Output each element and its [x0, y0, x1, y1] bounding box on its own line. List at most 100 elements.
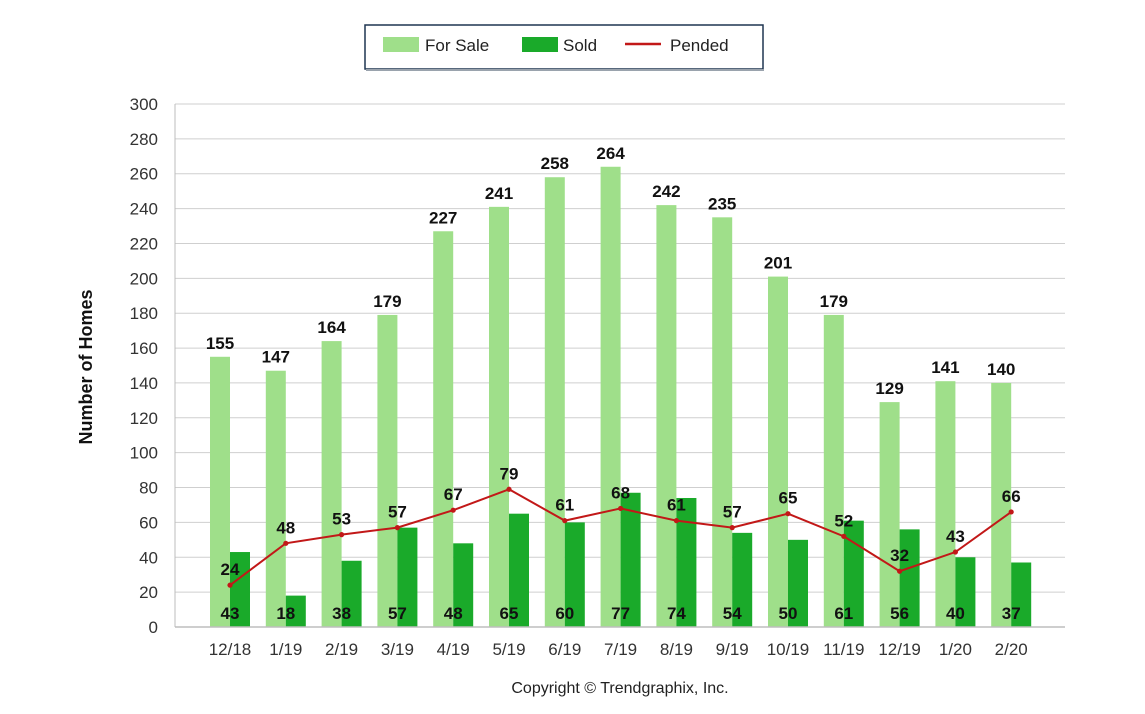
legend-swatch-sold — [522, 37, 558, 52]
for-sale-bar — [489, 206, 509, 627]
legend: For Sale Sold Pended — [364, 24, 764, 71]
y-tick-label: 220 — [130, 234, 158, 253]
y-tick-label: 40 — [139, 548, 158, 567]
for-sale-value-label: 141 — [931, 358, 959, 377]
sold-value-label: 40 — [946, 604, 965, 623]
sold-bar — [341, 560, 362, 627]
pended-point — [785, 511, 791, 517]
pended-value-label: 67 — [444, 485, 463, 504]
bars — [210, 166, 1032, 628]
sold-bar — [788, 539, 808, 627]
pended-point — [1008, 509, 1014, 515]
y-tick-label: 200 — [130, 269, 158, 288]
sold-value-label: 48 — [444, 604, 463, 623]
y-axis-title: Number of Homes — [76, 289, 96, 444]
x-tick-label: 12/19 — [878, 640, 921, 659]
pended-point — [673, 518, 680, 524]
sold-value-label: 60 — [555, 604, 574, 623]
for-sale-value-label: 147 — [262, 348, 290, 367]
sold-value-label: 38 — [332, 604, 351, 623]
sold-value-label: 54 — [723, 604, 742, 623]
for-sale-bar — [935, 381, 956, 627]
y-tick-label: 20 — [139, 583, 158, 602]
copyright-text: Copyright © Trendgraphix, Inc. — [511, 680, 728, 697]
y-tick-label: 160 — [130, 339, 158, 358]
for-sale-bar — [991, 382, 1012, 627]
sold-bar — [732, 532, 753, 627]
x-tick-label: 7/19 — [604, 640, 637, 659]
legend-label: For Sale — [425, 36, 489, 55]
y-tick-label: 140 — [130, 374, 158, 393]
for-sale-value-label: 179 — [820, 292, 848, 311]
pended-value-label: 52 — [834, 511, 853, 530]
sold-bar — [676, 497, 697, 627]
sold-bar — [899, 529, 920, 627]
x-tick-label: 6/19 — [548, 640, 581, 659]
y-tick-label: 0 — [149, 618, 158, 637]
y-tick-label: 300 — [130, 95, 158, 114]
pended-value-label: 61 — [555, 496, 574, 515]
sold-value-label: 74 — [667, 604, 686, 623]
y-tick-label: 180 — [130, 304, 158, 323]
pended-point — [618, 505, 624, 512]
for-sale-value-label: 235 — [708, 194, 736, 213]
for-sale-value-label: 264 — [596, 144, 625, 163]
pended-value-label: 68 — [611, 483, 630, 502]
legend-box — [364, 24, 764, 70]
pended-value-label: 57 — [388, 503, 407, 522]
pended-value-label: 43 — [946, 527, 965, 546]
for-sale-bar — [433, 231, 454, 627]
for-sale-value-label: 227 — [429, 208, 457, 227]
pended-value-label: 32 — [890, 546, 909, 565]
pended-line — [227, 486, 1014, 588]
sold-bar — [453, 543, 474, 627]
y-tick-label: 280 — [130, 130, 158, 149]
x-tick-label: 1/19 — [269, 640, 302, 659]
for-sale-value-label: 129 — [875, 379, 903, 398]
y-tick-label: 100 — [130, 444, 158, 463]
for-sale-bar — [544, 177, 565, 627]
pended-point — [394, 525, 400, 531]
for-sale-value-label: 155 — [206, 334, 234, 353]
for-sale-bar — [823, 314, 844, 627]
x-tick-label: 2/20 — [995, 640, 1028, 659]
sold-value-label: 77 — [611, 604, 630, 623]
sold-bar — [285, 595, 306, 627]
sold-bar — [1011, 562, 1032, 627]
sold-bar — [230, 552, 250, 627]
pended-value-label: 79 — [500, 464, 519, 483]
pended-value-label: 24 — [221, 560, 240, 579]
sold-bar — [397, 527, 418, 627]
x-tick-label: 1/20 — [939, 640, 972, 659]
x-tick-label: 12/18 — [209, 640, 252, 659]
for-sale-bar — [656, 205, 677, 627]
for-sale-value-label: 164 — [317, 318, 346, 337]
for-sale-bar — [600, 166, 621, 627]
x-tick-label: 10/19 — [767, 640, 810, 659]
sold-value-label: 37 — [1002, 604, 1021, 623]
x-tick-label: 5/19 — [492, 640, 525, 659]
x-tick-label: 2/19 — [325, 640, 358, 659]
pended-value-label: 61 — [667, 496, 686, 515]
sold-bar — [509, 513, 529, 627]
pended-point — [729, 525, 735, 531]
pended-point — [339, 532, 345, 538]
pended-point — [562, 518, 568, 524]
sold-value-label: 57 — [388, 604, 407, 623]
x-tick-label: 8/19 — [660, 640, 693, 659]
for-sale-value-label: 201 — [764, 254, 792, 273]
for-sale-bar — [321, 341, 342, 627]
x-tick-label: 9/19 — [716, 640, 749, 659]
x-tick-label: 3/19 — [381, 640, 414, 659]
pended-value-label: 66 — [1002, 487, 1021, 506]
axes: 0 20 40 60 80 100 120 140 160 180 200 220 240 260 280 3… — [130, 95, 1065, 659]
pended-value-label: 57 — [723, 503, 742, 522]
y-tick-label: 80 — [139, 479, 158, 498]
pended-point — [227, 582, 233, 588]
for-sale-bar — [210, 356, 230, 627]
for-sale-bar — [265, 370, 286, 627]
y-tick-label: 240 — [130, 200, 158, 219]
sold-bar — [620, 492, 641, 627]
